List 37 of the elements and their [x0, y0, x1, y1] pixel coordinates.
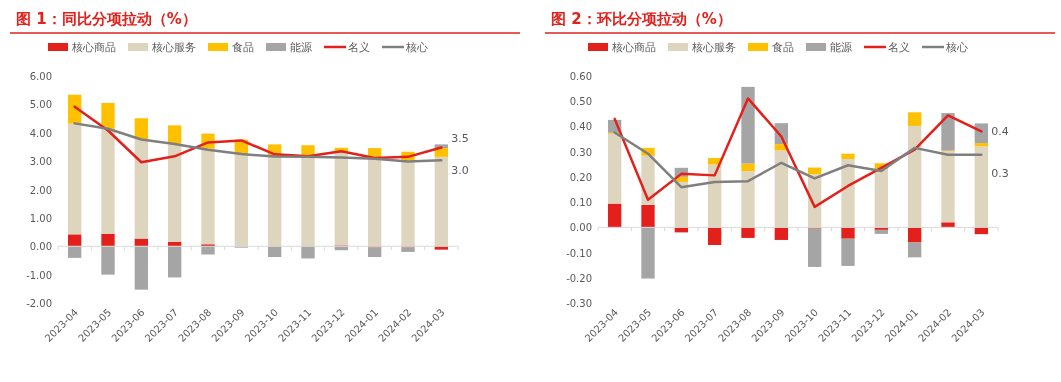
- annotation: 3.5: [451, 131, 469, 145]
- legend-label: 名义: [888, 41, 910, 53]
- y-tick-label: 0.30: [569, 146, 592, 158]
- legend-label: 能源: [290, 41, 312, 53]
- y-tick-label: 0.20: [569, 171, 592, 183]
- legend-label: 能源: [830, 41, 852, 53]
- y-tick-label: -0.30: [566, 298, 592, 309]
- y-tick-label: 0.00: [29, 241, 52, 253]
- y-tick-label: 0.50: [569, 96, 592, 108]
- legend-label: 核心服务: [151, 41, 196, 53]
- annotation: 0.3: [991, 166, 1009, 180]
- y-tick-label: 0.00: [569, 222, 592, 234]
- y-tick-label: 0.40: [569, 121, 592, 133]
- y-tick-label: -2.00: [26, 298, 52, 309]
- annotation: 0.4: [991, 125, 1009, 139]
- y-tick-label: -1.00: [26, 269, 52, 281]
- chart-title: 图 1：同比分项拉动（%）: [16, 10, 197, 28]
- legend-label: 核心: [405, 41, 428, 53]
- y-tick-label: 0.60: [569, 71, 592, 82]
- legend-label: 食品: [772, 41, 794, 53]
- chart-title: 图 2：环比分项拉动（%）: [551, 10, 732, 28]
- y-tick-label: -0.20: [566, 272, 592, 284]
- y-tick-label: 3.00: [29, 156, 52, 168]
- legend-label: 核心: [945, 41, 968, 53]
- y-tick-label: 2.00: [29, 184, 52, 196]
- y-tick-label: 1.00: [29, 212, 52, 224]
- legend-label: 核心服务: [691, 41, 736, 53]
- legend-label: 核心商品: [611, 41, 656, 53]
- legend-label: 食品: [232, 41, 254, 53]
- legend-label: 名义: [348, 41, 370, 53]
- annotation: 3.0: [451, 164, 469, 178]
- y-tick-label: 0.10: [569, 197, 592, 209]
- legend-label: 核心商品: [71, 41, 116, 53]
- y-tick-label: -0.10: [566, 247, 592, 259]
- y-tick-label: 5.00: [29, 99, 52, 111]
- y-tick-label: 4.00: [29, 127, 52, 139]
- y-tick-label: 6.00: [29, 71, 52, 82]
